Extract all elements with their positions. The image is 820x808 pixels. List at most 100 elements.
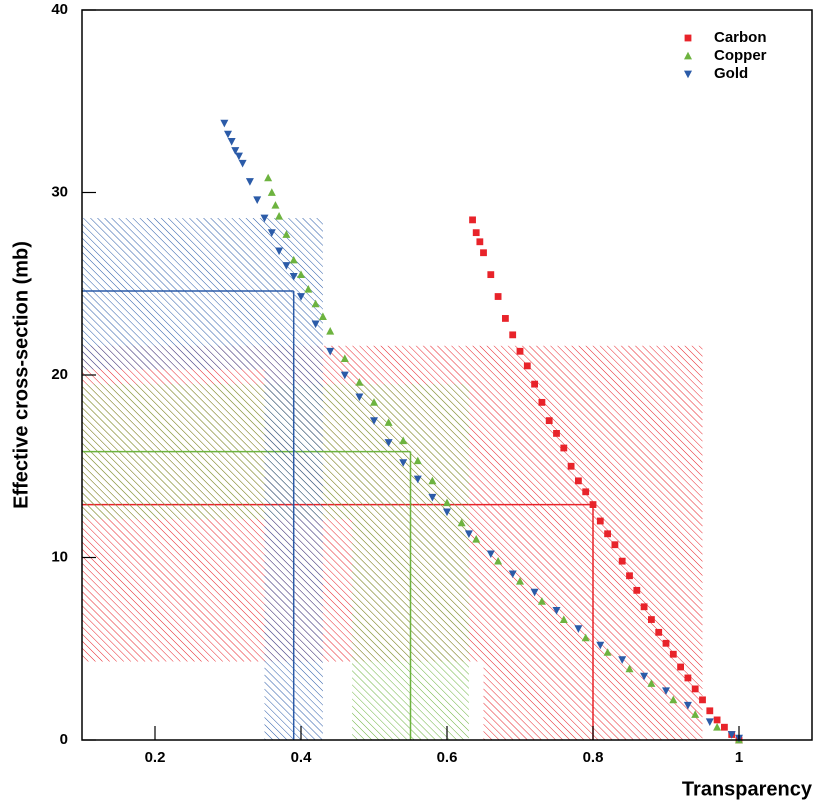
point (523, 362, 531, 370)
point (559, 615, 568, 623)
bands (82, 218, 703, 740)
legend-marker (684, 70, 692, 79)
x-tick-label: 0.2 (145, 749, 166, 766)
y-axis-label: Effective cross-section (mb) (10, 241, 32, 509)
point (721, 723, 728, 731)
point (647, 679, 656, 687)
y-tick-label: 20 (51, 366, 68, 383)
point (611, 541, 619, 549)
point (370, 398, 378, 406)
point (355, 393, 364, 402)
points (220, 34, 743, 744)
point (625, 664, 634, 673)
point (413, 456, 422, 465)
point (648, 616, 655, 623)
point (509, 331, 517, 339)
point (282, 230, 291, 238)
point (340, 371, 349, 380)
point (384, 439, 393, 447)
x-tick-label: 0.8 (583, 749, 604, 766)
point (480, 249, 487, 257)
point (508, 570, 517, 579)
point (326, 347, 335, 356)
point (289, 255, 298, 264)
point (553, 430, 560, 437)
point (224, 130, 232, 139)
point (311, 299, 320, 308)
point (669, 695, 678, 704)
y-tick-label: 30 (51, 183, 68, 200)
y-tick-label: 10 (51, 548, 68, 565)
point (231, 147, 240, 155)
y-tick-label: 0 (60, 731, 68, 748)
x-tick-label: 1 (735, 749, 743, 766)
point (271, 201, 280, 209)
point (582, 488, 590, 496)
point (413, 475, 422, 484)
point (311, 320, 320, 329)
point (626, 572, 633, 580)
point (575, 477, 582, 485)
point (494, 293, 502, 300)
point (538, 398, 546, 406)
point (238, 159, 247, 168)
point (399, 436, 408, 445)
point (560, 444, 568, 452)
point (443, 508, 451, 517)
point (684, 674, 692, 682)
x-axis-label: Transparency (682, 778, 813, 800)
point (297, 293, 305, 301)
x-tick-label: 0.4 (291, 749, 313, 766)
y-tick-label: 40 (51, 1, 68, 18)
point (282, 262, 291, 270)
point (713, 723, 722, 731)
point (472, 229, 480, 237)
point (662, 687, 670, 695)
point (220, 119, 229, 128)
legend-marker (684, 34, 692, 42)
point (691, 710, 700, 718)
point (545, 417, 553, 425)
point (618, 557, 626, 565)
point (537, 597, 546, 605)
point (297, 270, 305, 279)
point (727, 731, 736, 739)
point (691, 685, 699, 693)
point (245, 178, 254, 186)
point (253, 196, 262, 204)
point (662, 639, 670, 647)
point (469, 216, 476, 224)
point (603, 648, 612, 656)
point (633, 586, 641, 594)
point (713, 716, 721, 724)
point (699, 696, 706, 704)
legend-label: Copper (714, 47, 767, 64)
point (267, 229, 276, 237)
point (494, 556, 503, 565)
point (677, 663, 684, 671)
point (476, 238, 484, 246)
point (428, 476, 437, 485)
point (618, 656, 627, 664)
point (457, 518, 466, 527)
point (567, 462, 575, 470)
point (531, 380, 538, 388)
point (260, 214, 269, 223)
legend-marker (684, 51, 692, 60)
point (384, 418, 393, 426)
point (355, 378, 364, 386)
point (589, 501, 597, 508)
point (304, 285, 313, 293)
point (530, 588, 539, 597)
point (655, 628, 663, 636)
point (487, 271, 495, 279)
point (399, 459, 408, 467)
point (574, 625, 583, 633)
point (706, 707, 714, 715)
point (472, 535, 481, 543)
point (640, 672, 649, 681)
point (275, 212, 284, 220)
point (275, 247, 284, 256)
point (683, 701, 692, 710)
